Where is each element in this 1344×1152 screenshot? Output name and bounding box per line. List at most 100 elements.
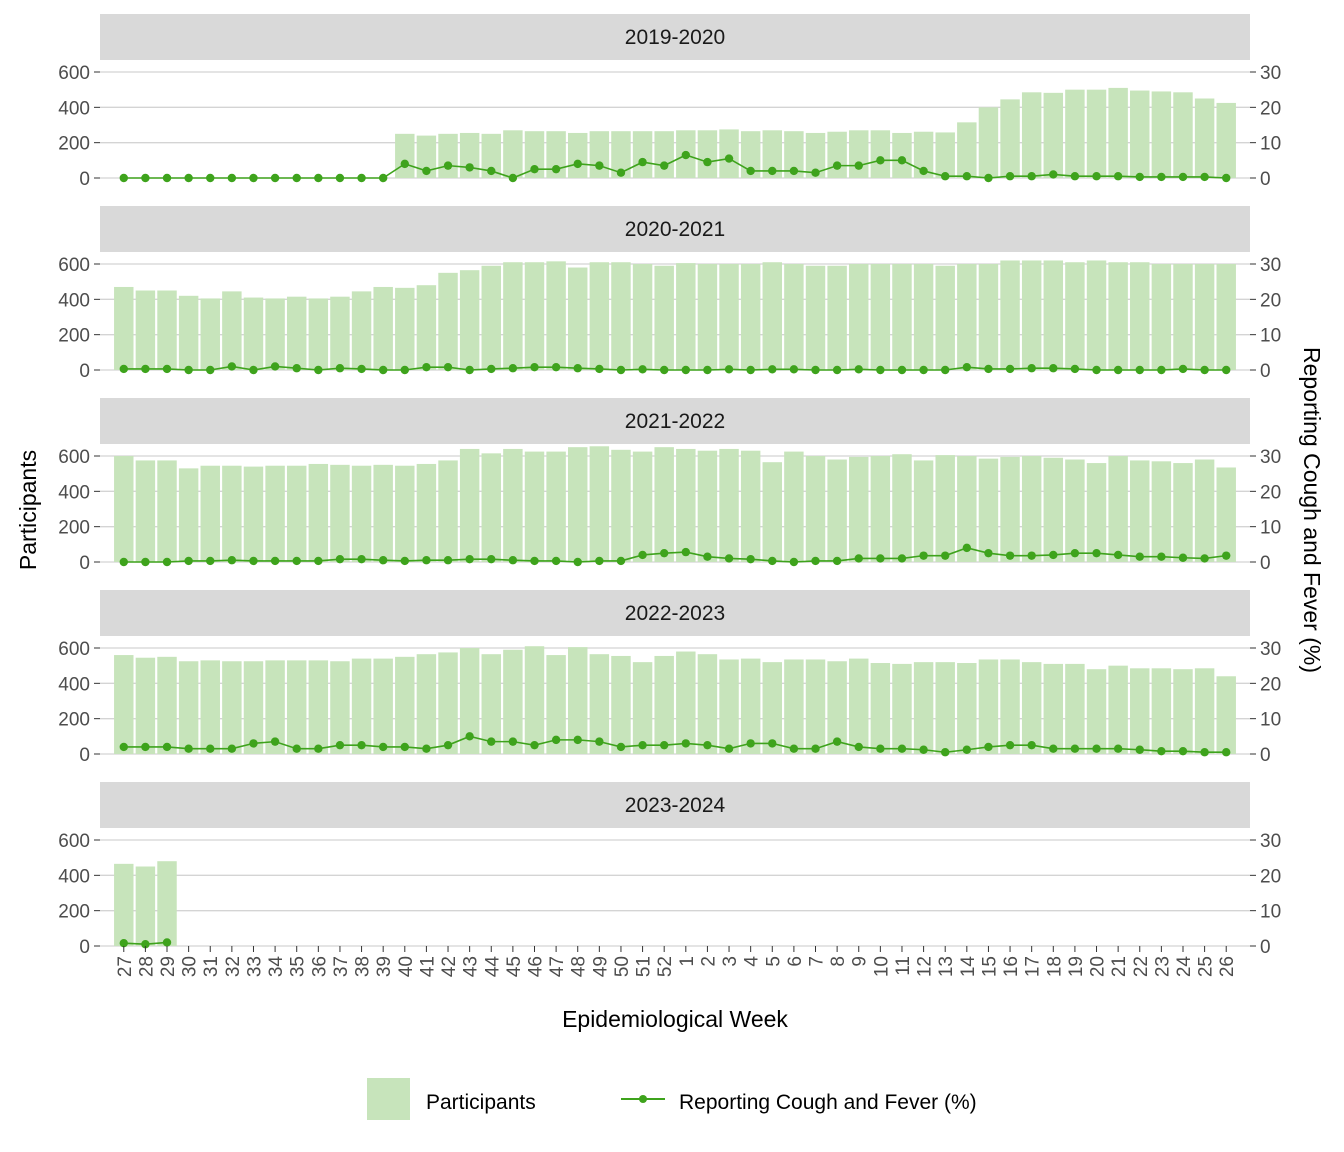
point-cough-fever [249, 739, 258, 748]
bar-participants [222, 291, 242, 370]
bar-participants [978, 107, 999, 178]
bar-participants [1043, 457, 1064, 562]
bar-participants [1065, 262, 1085, 370]
y2-tick-label: 0 [1260, 937, 1271, 958]
bar-participants [135, 657, 156, 754]
bar-participants [849, 264, 869, 370]
x-tick-label: 6 [785, 956, 806, 967]
panel-title: 2021-2022 [625, 410, 725, 433]
bar-participants [1151, 91, 1172, 178]
bar-participants [265, 660, 285, 754]
point-cough-fever [1178, 364, 1188, 374]
panel-title: 2020-2021 [625, 218, 725, 241]
bar-participants [978, 659, 999, 754]
y2-tick-label: 10 [1260, 710, 1281, 731]
point-cough-fever [724, 365, 734, 374]
panel-strip [100, 14, 1250, 60]
point-cough-fever [573, 364, 582, 373]
bar-participants [459, 270, 480, 370]
x-tick-label: 47 [547, 956, 568, 977]
point-cough-fever [292, 364, 301, 373]
point-cough-fever [1157, 746, 1166, 756]
y2-tick-label: 0 [1260, 169, 1271, 190]
bar-participants [1151, 668, 1172, 754]
legend-label-cough-fever: Reporting Cough and Fever (%) [679, 1091, 977, 1114]
point-cough-fever [941, 551, 950, 560]
point-cough-fever [941, 748, 950, 757]
point-cough-fever [746, 554, 755, 564]
y-tick-label: 200 [58, 518, 90, 539]
point-cough-fever [962, 543, 972, 553]
y2-tick-label: 30 [1260, 639, 1281, 660]
point-cough-fever [400, 365, 409, 375]
bar-participants [935, 455, 955, 562]
point-cough-fever [789, 365, 799, 374]
point-cough-fever [508, 364, 518, 373]
y-tick-label: 400 [58, 290, 90, 311]
point-cough-fever [595, 161, 604, 170]
point-cough-fever [357, 173, 366, 183]
point-cough-fever [551, 556, 561, 566]
x-tick-label: 23 [1152, 956, 1173, 977]
x-tick-label: 24 [1174, 956, 1195, 978]
point-cough-fever [530, 556, 539, 566]
point-cough-fever [984, 548, 993, 558]
point-cough-fever [1049, 170, 1058, 179]
x-tick-label: 42 [439, 956, 460, 977]
point-cough-fever [465, 365, 474, 375]
point-cough-fever [659, 548, 669, 558]
point-cough-fever [768, 166, 777, 176]
point-cough-fever [919, 365, 928, 375]
bar-participants [1065, 663, 1085, 754]
point-cough-fever [1113, 550, 1123, 560]
point-cough-fever [162, 938, 172, 947]
point-cough-fever [681, 739, 691, 748]
bar-participants [438, 460, 458, 562]
y2-tick-label: 30 [1260, 255, 1281, 276]
point-cough-fever [227, 744, 237, 753]
point-cough-fever [119, 742, 128, 752]
bar-participants [935, 132, 955, 178]
point-cough-fever [1178, 172, 1188, 182]
bar-participants [1173, 463, 1193, 562]
x-tick-label: 8 [828, 956, 849, 967]
bar-participants [870, 130, 891, 178]
point-cough-fever [897, 554, 907, 563]
point-cough-fever [357, 364, 366, 374]
bar-participants [697, 450, 718, 562]
bar-participants [1216, 264, 1236, 370]
x-tick-label: 26 [1217, 956, 1238, 977]
x-tick-label: 45 [504, 956, 525, 977]
point-cough-fever [1113, 172, 1123, 181]
x-tick-label: 11 [893, 956, 914, 976]
bar-participants [1194, 459, 1215, 562]
point-cough-fever [1005, 740, 1015, 750]
bar-participants [546, 655, 566, 754]
bar-participants [438, 272, 458, 370]
point-cough-fever [141, 173, 150, 183]
point-cough-fever [1092, 744, 1101, 753]
point-cough-fever [919, 551, 928, 560]
point-cough-fever [962, 745, 972, 754]
bar-participants [351, 658, 372, 754]
bar-participants [1021, 456, 1042, 562]
point-cough-fever [616, 742, 626, 752]
bar-participants [308, 298, 329, 370]
bar-participants [524, 646, 545, 754]
bar-participants [1086, 669, 1107, 754]
point-cough-fever [897, 744, 907, 753]
point-cough-fever [616, 556, 626, 566]
bar-participants [330, 296, 350, 370]
point-cough-fever [378, 365, 388, 375]
bar-participants [114, 863, 134, 946]
point-cough-fever [962, 172, 972, 181]
bar-participants [157, 290, 177, 370]
y2-tick-label: 20 [1260, 674, 1281, 695]
x-tick-label: 27 [115, 956, 136, 977]
y-tick-label: 0 [79, 745, 90, 766]
point-cough-fever [270, 173, 280, 183]
bar-participants [438, 133, 458, 178]
point-cough-fever [443, 556, 453, 565]
point-cough-fever [659, 740, 669, 750]
bar-participants [632, 451, 653, 562]
